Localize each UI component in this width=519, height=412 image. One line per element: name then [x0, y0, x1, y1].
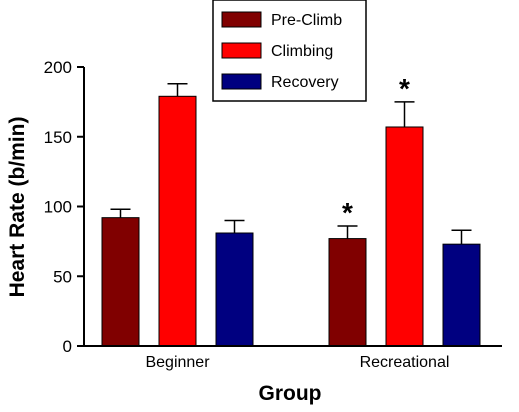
legend-swatch: [221, 11, 262, 28]
y-tick-label: 100: [44, 198, 72, 217]
x-tick-labels: Beginner Recreational: [145, 354, 449, 371]
bar-pre-climb-beginner: [101, 217, 140, 347]
error-bars: [110, 82, 472, 245]
legend-swatch: [221, 73, 262, 90]
y-ticks: 0 50 100 150 200: [44, 58, 84, 356]
bar-climbing-recreational: [385, 126, 424, 347]
legend-label: Recovery: [271, 74, 339, 91]
significance-markers: **: [342, 73, 410, 228]
significance-star: *: [342, 197, 353, 228]
bar-climbing-beginner: [158, 95, 197, 347]
x-axis-title: Group: [259, 382, 322, 405]
x-tick-label: Beginner: [145, 354, 210, 371]
legend-label: Climbing: [271, 43, 333, 60]
legend-swatch: [221, 42, 262, 59]
bars: [101, 95, 481, 347]
bar-pre-climb-recreational: [328, 238, 367, 347]
y-tick-label: 200: [44, 58, 72, 77]
bar-recovery-recreational: [442, 243, 481, 347]
y-tick-label: 50: [53, 267, 72, 286]
x-tick-label: Recreational: [360, 354, 450, 371]
y-axis-title: Heart Rate (b/min): [6, 117, 29, 298]
legend-label: Pre-Climb: [271, 12, 342, 29]
legend: Pre-Climb Climbing Recovery: [212, 0, 367, 102]
bar-recovery-beginner: [215, 232, 254, 347]
y-tick-label: 0: [63, 337, 72, 356]
axes: [83, 67, 502, 347]
y-tick-label: 150: [44, 128, 72, 147]
significance-star: *: [399, 73, 410, 104]
